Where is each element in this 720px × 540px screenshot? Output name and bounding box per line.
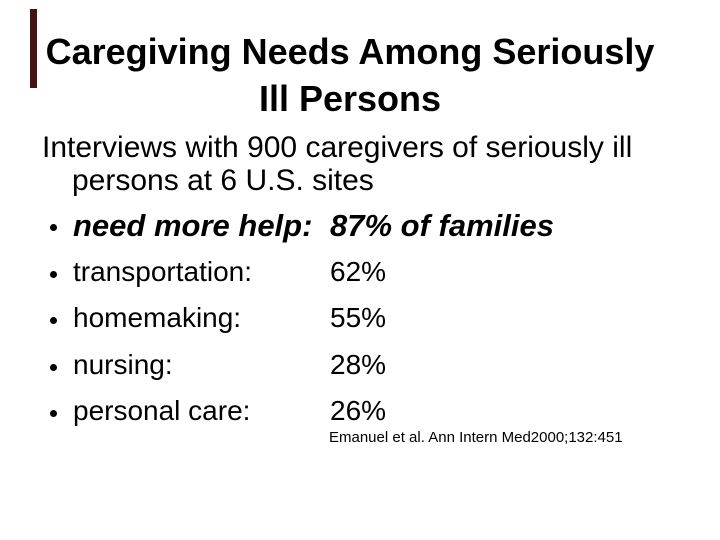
- bullet-icon: [50, 317, 57, 324]
- bullet-value: 28%: [330, 349, 387, 380]
- bullet-label: homemaking:: [73, 302, 242, 333]
- bullet-icon: [50, 271, 57, 278]
- bullet-label: personal care:: [73, 395, 251, 426]
- bullet-value: 55%: [330, 302, 387, 333]
- citation-text: Emanuel et al. Ann Intern Med2000;132:45…: [329, 429, 623, 446]
- bullet-icon: [50, 410, 57, 417]
- accent-bar: [30, 9, 37, 88]
- slide-title-line-1: Caregiving Needs Among Seriously: [45, 31, 655, 72]
- bullet-label: transportation:: [73, 256, 252, 287]
- slide-title-line-2: Ill Persons: [258, 78, 442, 119]
- bullet-label: nursing:: [73, 349, 173, 380]
- intro-text-line-2: persons at 6 U.S. sites: [72, 164, 374, 197]
- bullet-value: 26%: [330, 395, 387, 426]
- bullet-icon: [50, 224, 57, 231]
- bullet-value: 87% of families: [330, 208, 554, 243]
- bullet-label: need more help:: [73, 208, 313, 243]
- bullet-icon: [50, 364, 57, 371]
- intro-text-line-1: Interviews with 900 caregivers of seriou…: [42, 131, 633, 164]
- bullet-value: 62%: [330, 256, 387, 287]
- slide-title: Caregiving Needs Among Seriously Ill Per…: [30, 28, 670, 122]
